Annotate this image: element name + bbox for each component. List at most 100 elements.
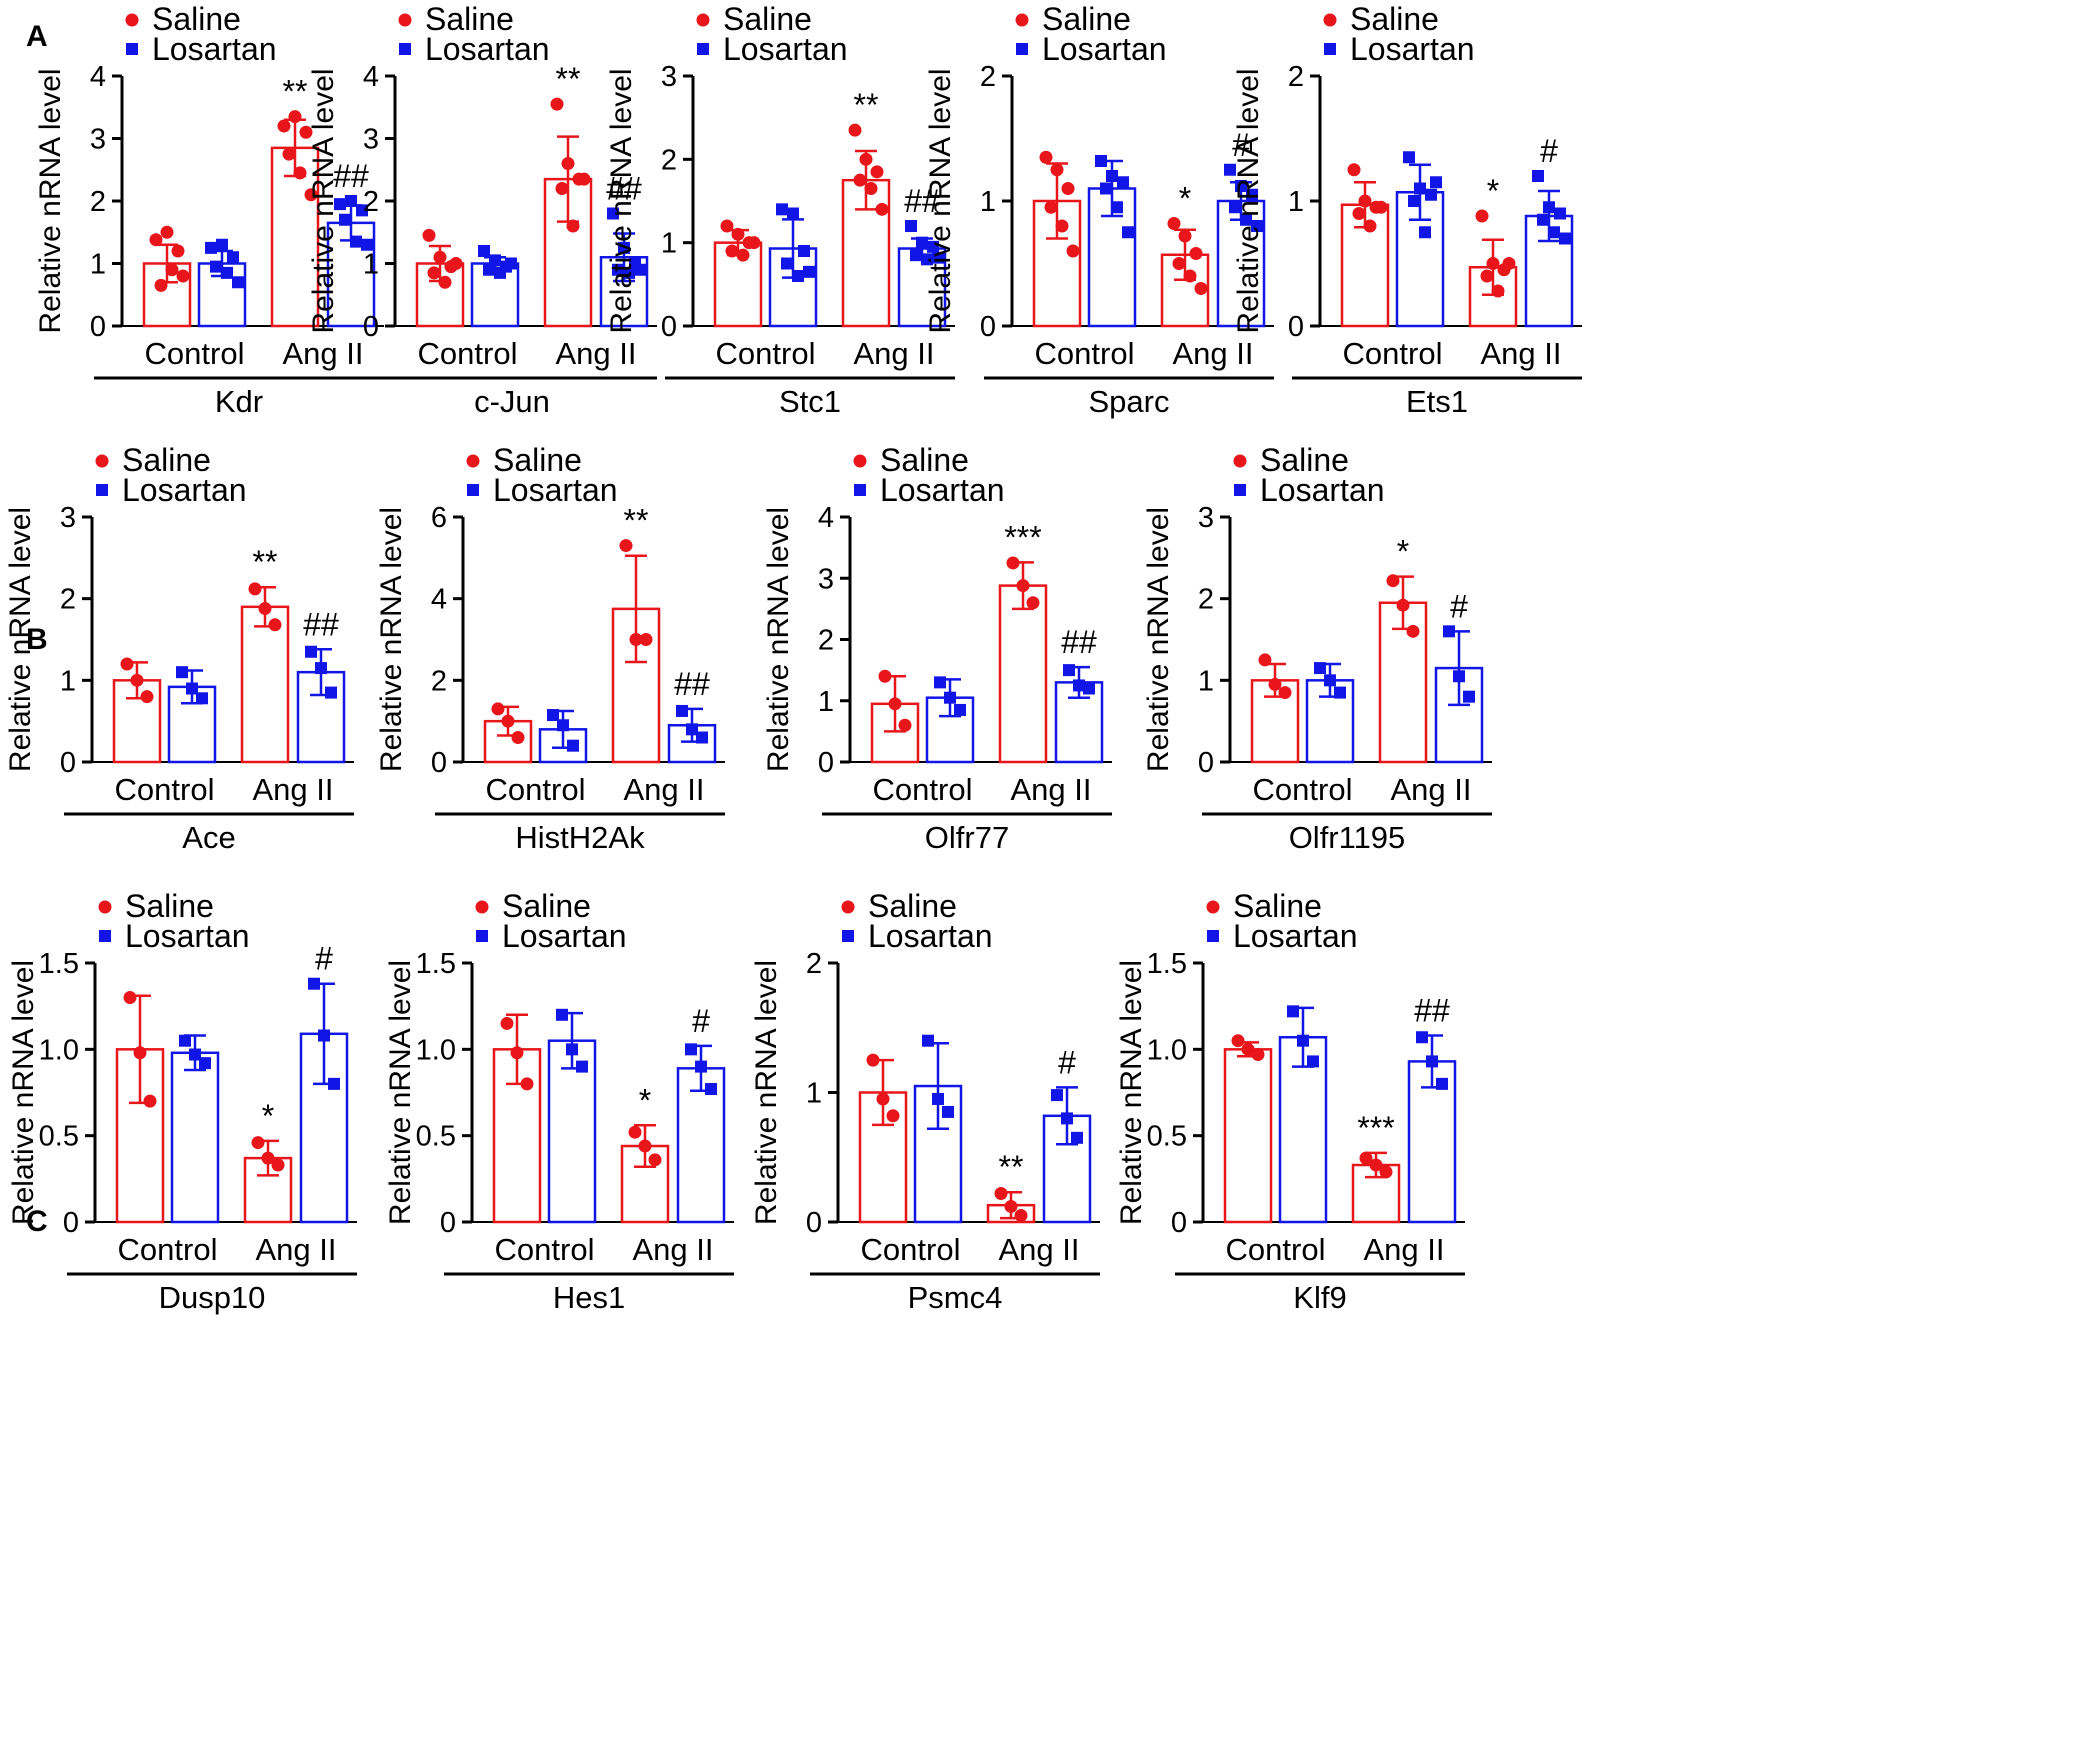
y-axis-label: Relative nRNA level [1115,960,1148,1225]
data-point-losartan [932,1092,944,1105]
y-tick-label: 3 [363,124,379,156]
legend-saline-label: Saline [880,442,969,478]
data-point-saline [1406,624,1420,638]
data-point-saline [293,166,307,180]
data-point-saline [555,182,569,195]
data-point-saline [876,1092,890,1106]
data-point-saline [1374,200,1388,214]
panel-label-a: A [26,20,48,53]
x-category-label: Control [118,1232,218,1267]
data-point-losartan [1334,686,1346,699]
x-category-label: Control [1253,772,1353,807]
y-tick-label: 1 [818,686,834,718]
data-point-losartan [1543,201,1555,214]
data-point-saline [140,690,154,704]
data-point-saline [160,225,174,239]
data-point-losartan [934,676,946,689]
significance-saline: ** [253,544,278,580]
data-point-saline [1006,556,1020,570]
data-point-losartan [483,263,495,276]
legend-losartan-label: Losartan [493,472,618,508]
data-point-saline [1475,209,1489,223]
data-point-saline [725,244,739,258]
significance-losartan: # [1540,133,1558,169]
gene-label: Ace [182,820,235,855]
x-category-label: Control [115,772,215,807]
gene-label: Olfr1195 [1289,820,1406,855]
data-point-losartan [1548,226,1560,239]
legend-losartan-label: Losartan [502,918,627,954]
y-tick-label: 0 [431,747,447,779]
data-point-losartan [1063,664,1075,677]
gene-label: Ets1 [1406,384,1468,419]
data-point-saline [638,1139,652,1153]
data-point-losartan [1051,1089,1063,1102]
chart-dusp10: Saline Losartan 0 0.5 1.0 1.5 Relative nRNA le… [7,888,357,1315]
legend-losartan-marker [1207,930,1219,942]
y-tick-label: 0 [90,311,106,343]
data-point-losartan [478,245,490,257]
data-point-saline [561,157,575,170]
x-category-label: Ang II [1364,1232,1445,1267]
y-tick-label: 2 [980,61,996,93]
legend-saline-label: Saline [1260,442,1349,478]
data-point-saline [1016,579,1030,593]
data-point-losartan [1430,176,1442,189]
data-point-losartan [1117,176,1129,189]
data-point-saline [870,165,884,179]
data-point-losartan [954,703,966,716]
gene-label: Stc1 [779,384,841,419]
data-point-saline [1066,244,1080,258]
data-point-losartan [1246,188,1258,201]
data-point-losartan [1061,1112,1073,1125]
data-point-losartan [1224,163,1236,176]
data-point-losartan [792,270,804,282]
chart-psmc4: Saline Losartan 0 1 2 Relative nRNA level ** # C… [750,888,1100,1315]
y-tick-label: 1.0 [39,1034,79,1066]
legend-losartan-label: Losartan [1350,31,1475,67]
data-point-losartan [232,276,244,289]
data-point-losartan [1106,170,1118,182]
data-point-losartan [803,265,815,278]
x-category-label: Ang II [253,772,334,807]
data-point-saline [639,633,653,646]
data-point-losartan [623,266,635,279]
y-axis-label: Relative nRNA level [762,507,795,772]
significance-saline: ** [556,61,581,97]
legend-saline-label: Saline [122,442,211,478]
data-point-saline [1055,219,1069,233]
y-tick-label: 0 [1198,747,1214,779]
chart-sparc: Saline Losartan 0 1 2 Relative nRNA level * # Co… [924,1,1274,419]
data-point-saline [1026,596,1040,610]
y-axis-label: Relative nRNA level [1142,507,1175,772]
legend-saline-label: Saline [1042,1,1131,37]
data-point-losartan [196,692,208,705]
data-point-saline [449,257,463,270]
data-point-losartan [916,236,928,249]
data-point-losartan [567,739,579,752]
data-point-saline [491,702,505,716]
legend-saline-label: Saline [502,888,591,924]
data-point-losartan [1071,1131,1083,1144]
legend-losartan-label: Losartan [1233,918,1358,954]
y-axis-label: Relative nRNA level [605,68,638,333]
y-tick-label: 0 [63,1207,79,1239]
data-point-losartan [1443,625,1455,638]
data-point-saline [271,1158,285,1172]
significance-losartan: # [1058,1044,1076,1080]
data-point-saline [149,233,163,247]
x-category-label: Ang II [256,1232,337,1267]
significance-losartan: # [315,941,333,977]
legend-saline-label: Saline [152,1,241,37]
y-axis-label: Relative nRNA level [4,507,37,772]
significance-saline: * [262,1098,274,1134]
legend-saline-label: Saline [493,442,582,478]
data-point-saline [747,236,761,250]
data-point-saline [1486,257,1500,270]
data-point-saline [577,172,591,186]
